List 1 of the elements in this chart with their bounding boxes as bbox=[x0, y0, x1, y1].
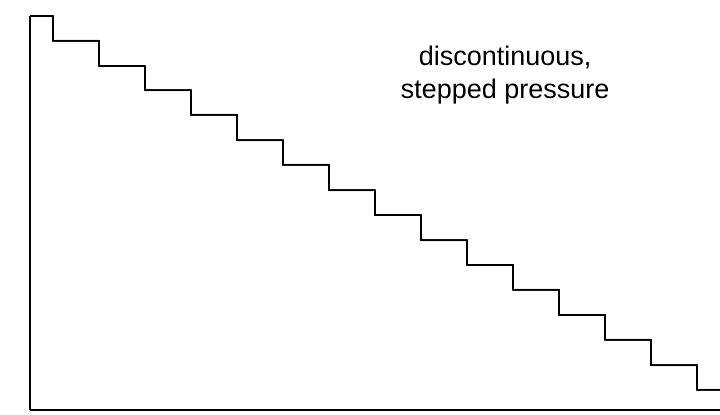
annotation: discontinuous, stepped pressure bbox=[400, 41, 610, 104]
